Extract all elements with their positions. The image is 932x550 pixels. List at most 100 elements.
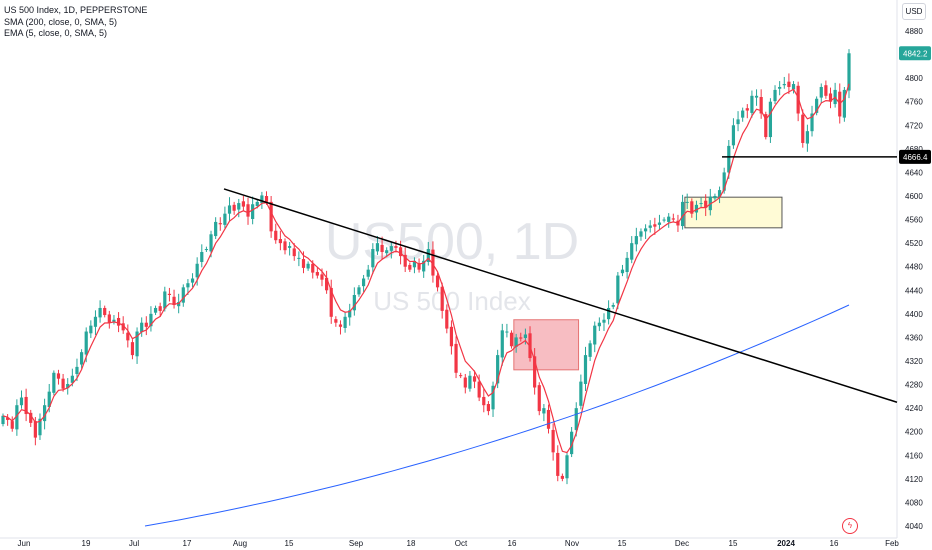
candle-body bbox=[334, 319, 338, 323]
candle bbox=[15, 399, 19, 436]
candle bbox=[29, 409, 33, 427]
candle-body bbox=[496, 355, 500, 384]
candle bbox=[509, 330, 514, 349]
candle bbox=[325, 270, 329, 294]
candle-body bbox=[394, 246, 398, 248]
candle bbox=[824, 80, 828, 99]
candle bbox=[348, 303, 352, 326]
candle-body bbox=[15, 405, 19, 430]
candle bbox=[116, 312, 121, 333]
candle-body bbox=[759, 97, 763, 114]
candle bbox=[727, 140, 731, 179]
candle-body bbox=[56, 373, 61, 379]
candle bbox=[593, 321, 597, 353]
candle bbox=[782, 76, 786, 89]
candle-body bbox=[690, 201, 694, 214]
candle-body bbox=[190, 278, 195, 283]
candle bbox=[815, 96, 819, 116]
candle-body bbox=[283, 241, 287, 251]
candle-body bbox=[348, 310, 352, 318]
candle-body bbox=[449, 326, 454, 347]
currency-button[interactable]: USD bbox=[902, 3, 926, 20]
price-tick-label: 4720 bbox=[905, 121, 923, 130]
time-tick-label: 15 bbox=[729, 539, 738, 548]
candle-body bbox=[315, 272, 319, 276]
candle bbox=[662, 217, 666, 223]
candle-body bbox=[847, 53, 851, 91]
candle bbox=[491, 381, 495, 417]
candle-body bbox=[75, 366, 79, 374]
candle bbox=[103, 305, 107, 318]
candle bbox=[237, 198, 241, 218]
candle bbox=[66, 378, 70, 395]
candle bbox=[56, 369, 61, 385]
candle bbox=[639, 228, 643, 241]
candle-body bbox=[112, 319, 116, 322]
candle bbox=[98, 300, 102, 323]
candle-body bbox=[181, 287, 185, 303]
candle bbox=[556, 445, 560, 482]
candle bbox=[680, 194, 685, 230]
candle-body bbox=[301, 259, 306, 268]
candle-body bbox=[459, 375, 463, 377]
candle bbox=[403, 247, 407, 273]
candle-body bbox=[431, 249, 435, 276]
candle bbox=[357, 284, 361, 297]
candle bbox=[1, 413, 5, 427]
candle bbox=[690, 198, 694, 218]
candle-body bbox=[662, 219, 666, 221]
candle-body bbox=[70, 375, 74, 383]
candle-body bbox=[61, 378, 65, 389]
candle bbox=[634, 227, 638, 252]
candle-body bbox=[98, 307, 102, 318]
candle bbox=[736, 111, 740, 132]
candle-body bbox=[546, 409, 551, 429]
time-tick-label: 15 bbox=[285, 539, 294, 548]
candle bbox=[602, 313, 606, 331]
candle-body bbox=[214, 221, 218, 237]
candle bbox=[144, 316, 148, 336]
candle-body bbox=[417, 263, 421, 270]
candle bbox=[616, 272, 620, 310]
time-tick-label: Sep bbox=[349, 539, 364, 548]
tradingview-logo-icon[interactable]: ϟ bbox=[842, 518, 858, 534]
candle bbox=[274, 223, 278, 244]
candle bbox=[704, 194, 708, 217]
candle-body bbox=[389, 246, 393, 251]
candle-body bbox=[116, 317, 121, 326]
candle-body bbox=[815, 98, 819, 113]
candle bbox=[796, 81, 800, 122]
price-tick-label: 4400 bbox=[905, 310, 923, 319]
candle bbox=[269, 196, 273, 238]
candle bbox=[778, 81, 782, 96]
symbol-title[interactable]: US 500 Index, 1D, PEPPERSTONE bbox=[4, 5, 148, 15]
ema-indicator-label[interactable]: EMA (5, close, 0, SMA, 5) bbox=[4, 28, 108, 38]
candle bbox=[149, 306, 153, 332]
candle bbox=[361, 274, 366, 293]
candle bbox=[329, 279, 333, 324]
price-tick-label: 4760 bbox=[905, 98, 923, 107]
candle bbox=[449, 320, 454, 355]
candle-body bbox=[648, 225, 652, 228]
candle bbox=[565, 451, 569, 485]
candle-body bbox=[274, 230, 278, 241]
candle-body bbox=[616, 275, 620, 304]
candle bbox=[158, 302, 162, 317]
candle bbox=[408, 262, 412, 273]
price-tick-label: 4320 bbox=[905, 357, 923, 366]
candle-body bbox=[338, 324, 343, 327]
candle bbox=[431, 241, 435, 283]
candle-body bbox=[121, 323, 125, 331]
candle-body bbox=[89, 325, 93, 334]
candle bbox=[653, 217, 657, 235]
level-price-label: 4666.4 bbox=[903, 153, 928, 162]
sma-indicator-label[interactable]: SMA (200, close, 0, SMA, 5) bbox=[4, 16, 118, 27]
candle bbox=[227, 197, 232, 221]
candle-body bbox=[107, 314, 111, 323]
candle-body bbox=[463, 377, 467, 388]
candle bbox=[514, 333, 518, 353]
candle bbox=[24, 388, 28, 422]
time-tick-label: Dec bbox=[675, 539, 689, 548]
candle-body bbox=[172, 296, 176, 306]
